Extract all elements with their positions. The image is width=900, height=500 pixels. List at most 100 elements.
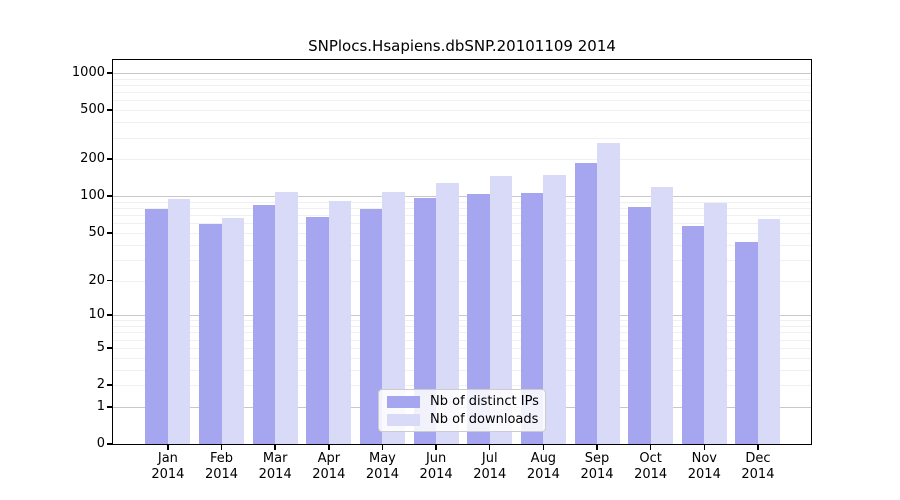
chart-title: SNPlocs.Hsapiens.dbSNP.20101109 2014 [308,37,616,55]
y-tick-label: 0 [96,436,105,451]
bar-downloads [597,143,620,444]
x-tick-mark [596,444,598,450]
x-tick-mark [703,444,706,450]
y-tick-mark [107,109,113,111]
bar-distinct-ips [574,162,598,444]
x-tick-label: Jan 2014 [151,451,185,482]
minor-gridline [113,84,811,86]
minor-gridline [113,78,811,80]
minor-gridline [113,326,811,327]
bar-distinct-ips [520,193,544,444]
minor-gridline [113,100,811,102]
minor-gridline [113,244,811,246]
bar-downloads [757,219,781,444]
minor-gridline [113,339,811,341]
bar-distinct-ips [735,242,758,444]
y-tick-mark [107,384,113,386]
x-tick-mark [435,444,437,450]
x-tick-mark [167,444,169,450]
y-tick-label: 100 [80,188,105,204]
x-tick-label: Feb 2014 [204,451,239,482]
minor-gridline [113,259,811,261]
x-tick-label: May 2014 [365,451,399,482]
minor-gridline [113,159,811,161]
x-tick-mark [488,444,491,450]
bar-downloads [436,183,459,444]
x-tick-label: Jun 2014 [419,451,453,482]
legend-item-distinct-ips: Nb of distinct IPs [387,393,539,410]
plot-area: Nb of distinct IPs Nb of downloads [113,60,811,444]
y-tick-label: 2 [96,377,105,392]
minor-gridline [113,122,811,124]
x-tick-label: Apr 2014 [312,451,346,482]
minor-gridline [113,347,811,349]
bar-distinct-ips [199,224,222,444]
x-tick-mark [649,444,652,450]
x-tick-label: Oct 2014 [634,451,668,482]
x-tick-mark [381,444,384,450]
y-tick-label: 1 [96,398,105,414]
bar-distinct-ips [467,193,490,444]
x-tick-label: Aug 2014 [526,451,560,482]
legend-item-downloads: Nb of downloads [387,411,539,428]
minor-gridline [113,208,811,210]
minor-gridline [113,232,811,234]
y-tick-mark [107,443,113,445]
y-tick-mark [107,406,113,408]
bar-distinct-ips [628,206,651,444]
y-tick-label: 10 [88,307,105,323]
y-tick-label: 200 [80,151,105,167]
major-gridline [113,73,811,74]
bar-downloads [543,174,566,444]
x-tick-label: Nov 2014 [687,451,721,482]
bar-downloads [382,192,405,444]
x-tick-mark [220,444,223,450]
y-tick-mark [107,347,113,349]
x-tick-label: Sep 2014 [580,451,614,482]
bar-distinct-ips [359,208,383,444]
legend-label-distinct-ips: Nb of distinct IPs [430,394,539,409]
legend-label-downloads: Nb of downloads [430,412,539,427]
legend-swatch-downloads-icon [387,413,420,426]
minor-gridline [113,110,811,112]
legend-swatch-distinct-ips-icon [387,395,420,408]
minor-gridline [113,201,811,203]
bar-downloads [489,175,513,444]
y-tick-mark [107,314,113,316]
bar-distinct-ips [252,205,276,444]
legend: Nb of distinct IPs Nb of downloads [378,389,546,432]
y-tick-mark [107,72,113,74]
bar-distinct-ips [413,197,437,444]
y-tick-mark [107,232,113,234]
bar-downloads [221,218,245,444]
minor-gridline [113,215,811,217]
x-tick-label: Mar 2014 [258,451,292,482]
minor-gridline [113,92,811,94]
minor-gridline [113,332,811,334]
minor-gridline [113,223,811,225]
bar-distinct-ips [681,225,705,444]
y-tick-label: 50 [88,224,105,240]
y-tick-mark [107,158,113,160]
minor-gridline [113,137,811,139]
y-tick-label: 500 [80,102,105,118]
bar-downloads [167,199,191,444]
major-gridline [113,196,811,198]
y-tick-mark [107,279,113,282]
x-tick-label: Dec 2014 [741,451,775,482]
bar-downloads [650,187,674,444]
y-tick-label: 20 [88,272,105,288]
minor-gridline [113,320,811,322]
bar-downloads [275,192,298,444]
minor-gridline [113,369,811,371]
x-tick-mark [542,444,545,450]
x-tick-mark [757,444,759,450]
x-tick-mark [328,444,330,450]
bar-distinct-ips [306,217,329,444]
minor-gridline [113,280,811,282]
y-tick-label: 5 [96,339,105,355]
x-tick-label: Jul 2014 [473,451,507,482]
bar-distinct-ips [145,209,168,444]
major-gridline [113,315,811,317]
